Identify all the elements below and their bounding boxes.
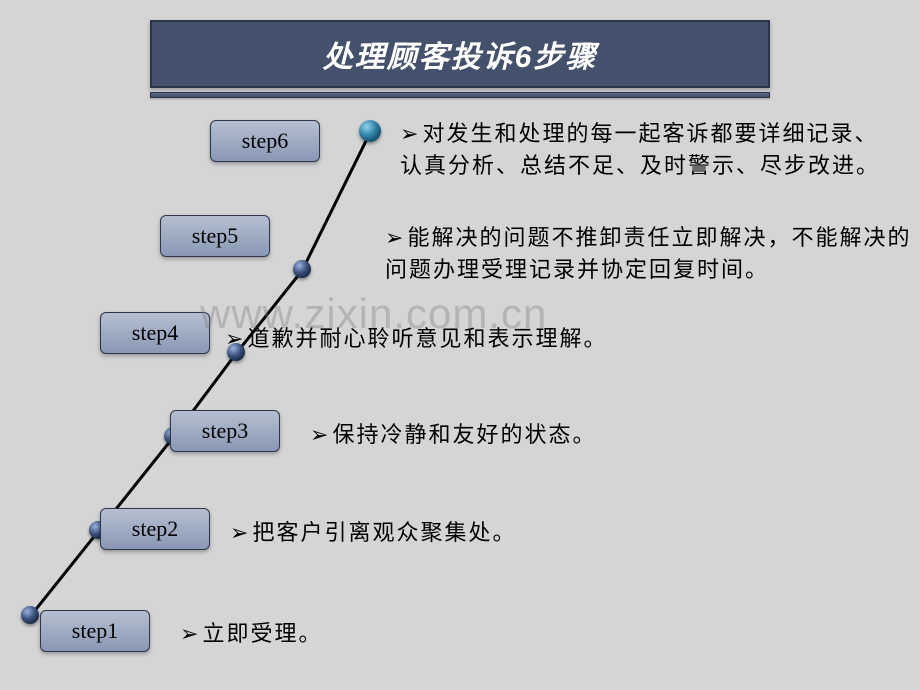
step-desc-1: ➢立即受理。	[180, 618, 322, 650]
step-desc-text: 把客户引离观众聚集处。	[252, 520, 516, 545]
step-node	[21, 606, 39, 624]
step-node	[359, 120, 381, 142]
bullet-arrow-icon: ➢	[225, 326, 245, 351]
bullet-arrow-icon: ➢	[310, 422, 330, 447]
step-desc-6: ➢对发生和处理的每一起客诉都要详细记录、认真分析、总结不足、及时警示、尽步改进。	[400, 118, 900, 182]
step-desc-4: ➢道歉并耐心聆听意见和表示理解。	[225, 323, 607, 355]
bullet-arrow-icon: ➢	[180, 621, 200, 646]
bullet-arrow-icon: ➢	[230, 520, 250, 545]
step-box-6: step6	[210, 120, 320, 162]
step-box-4: step4	[100, 312, 210, 354]
connector-line	[29, 530, 99, 617]
title-block: 处理顾客投诉6步骤	[150, 20, 770, 98]
step-desc-text: 保持冷静和友好的状态。	[332, 422, 596, 447]
bullet-arrow-icon: ➢	[385, 225, 405, 250]
step-desc-2: ➢把客户引离观众聚集处。	[230, 517, 516, 549]
step-desc-text: 立即受理。	[202, 621, 322, 646]
step-box-3: step3	[170, 410, 280, 452]
step-box-1: step1	[40, 610, 150, 652]
slide-title: 处理顾客投诉6步骤	[150, 20, 770, 88]
step-box-2: step2	[100, 508, 210, 550]
step-desc-3: ➢保持冷静和友好的状态。	[310, 419, 596, 451]
bullet-arrow-icon: ➢	[400, 121, 420, 146]
step-box-5: step5	[160, 215, 270, 257]
step-desc-text: 道歉并耐心聆听意见和表示理解。	[247, 326, 607, 351]
step-desc-text: 能解决的问题不推卸责任立即解决，不能解决的问题办理受理记录并协定回复时间。	[385, 225, 911, 282]
step-node	[293, 260, 311, 278]
title-underline	[150, 92, 770, 98]
step-desc-5: ➢能解决的问题不推卸责任立即解决，不能解决的问题办理受理记录并协定回复时间。	[385, 222, 915, 286]
step-desc-text: 对发生和处理的每一起客诉都要详细记录、认真分析、总结不足、及时警示、尽步改进。	[400, 121, 880, 178]
